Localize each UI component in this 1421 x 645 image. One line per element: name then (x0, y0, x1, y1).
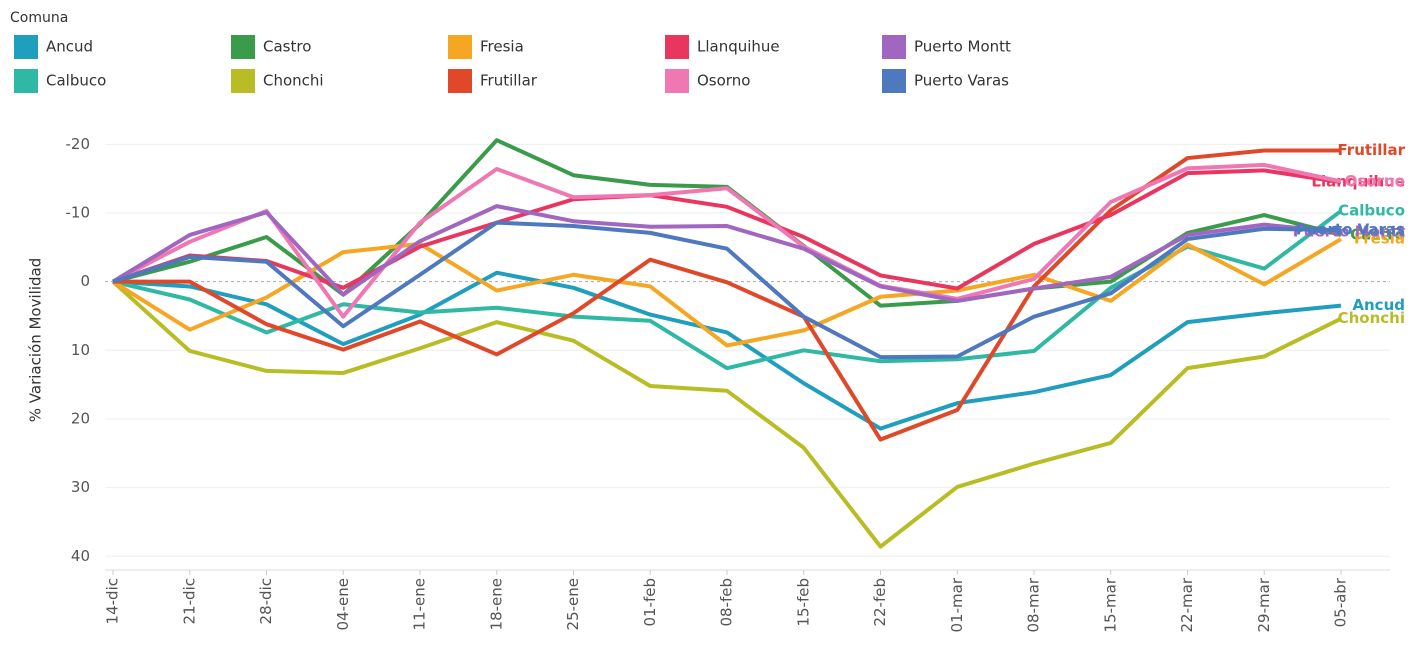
x-tick-label: 14-dic (104, 578, 122, 624)
series-line (112, 220, 1342, 360)
legend-swatch (231, 35, 255, 59)
legend-label: Llanquihue (697, 38, 780, 56)
x-tick-label: 29-mar (1255, 577, 1273, 632)
x-tick-label: 08-feb (718, 578, 736, 627)
end-label: Chonchi (1338, 309, 1405, 327)
legend-label: Calbuco (46, 72, 106, 90)
y-tick-label: -20 (66, 135, 91, 153)
series-line (112, 270, 1342, 431)
end-label: Frutillar (1338, 141, 1406, 159)
legend-swatch (665, 69, 689, 93)
end-label: Castro (1350, 225, 1405, 243)
legend-swatch (882, 69, 906, 93)
legend-swatch (448, 35, 472, 59)
end-label: Ancud (1352, 296, 1405, 314)
y-tick-label: 20 (71, 409, 90, 427)
x-tick-label: 11-ene (411, 578, 429, 630)
legend-swatch (231, 69, 255, 93)
legend-label: Osorno (697, 72, 750, 90)
legend-label: Puerto Varas (914, 72, 1009, 90)
x-tick-label: 18-ene (487, 578, 505, 630)
legend-label: Castro (263, 38, 311, 56)
y-tick-label: 0 (80, 272, 90, 290)
x-tick-label: 15-feb (794, 578, 812, 627)
end-label: Calbuco (1338, 201, 1405, 219)
series-line (112, 162, 1342, 319)
legend-label: Frutillar (480, 72, 538, 90)
legend-title: Comuna (10, 10, 68, 26)
x-tick-label: 04-ene (334, 578, 352, 630)
legend-swatch (14, 35, 38, 59)
end-label: Fresia (1354, 230, 1405, 248)
legend-swatch (14, 69, 38, 93)
x-tick-label: 05-abr (1332, 577, 1350, 627)
y-tick-label: 10 (71, 341, 90, 359)
end-label: Llanquihue (1311, 173, 1405, 191)
end-label: Puerto Montt (1293, 223, 1405, 241)
y-tick-label: -10 (66, 203, 91, 221)
y-tick-label: 30 (71, 478, 90, 496)
x-tick-label: 22-mar (1178, 577, 1196, 632)
legend-swatch (665, 35, 689, 59)
x-tick-label: 22-feb (871, 578, 889, 627)
legend-label: Fresia (480, 38, 524, 56)
y-tick-label: 40 (71, 547, 90, 565)
x-tick-label: 08-mar (1025, 577, 1043, 632)
end-label: Osorno (1345, 172, 1405, 190)
series-line (111, 280, 1342, 549)
x-tick-label: 28-dic (257, 578, 275, 624)
legend-label: Chonchi (263, 72, 324, 90)
legend-swatch (882, 35, 906, 59)
legend-swatch (448, 69, 472, 93)
legend-label: Ancud (46, 38, 93, 56)
x-tick-label: 15-mar (1101, 577, 1119, 632)
y-axis-label: % Variación Movilidad (27, 258, 45, 422)
legend-label: Puerto Montt (914, 38, 1011, 56)
series-line (111, 204, 1342, 303)
end-label: Puerto Varas (1296, 221, 1405, 239)
x-tick-label: 01-mar (948, 577, 966, 632)
x-tick-label: 25-ene (564, 578, 582, 630)
x-tick-label: 21-dic (180, 578, 198, 624)
x-tick-label: 01-feb (641, 578, 659, 627)
